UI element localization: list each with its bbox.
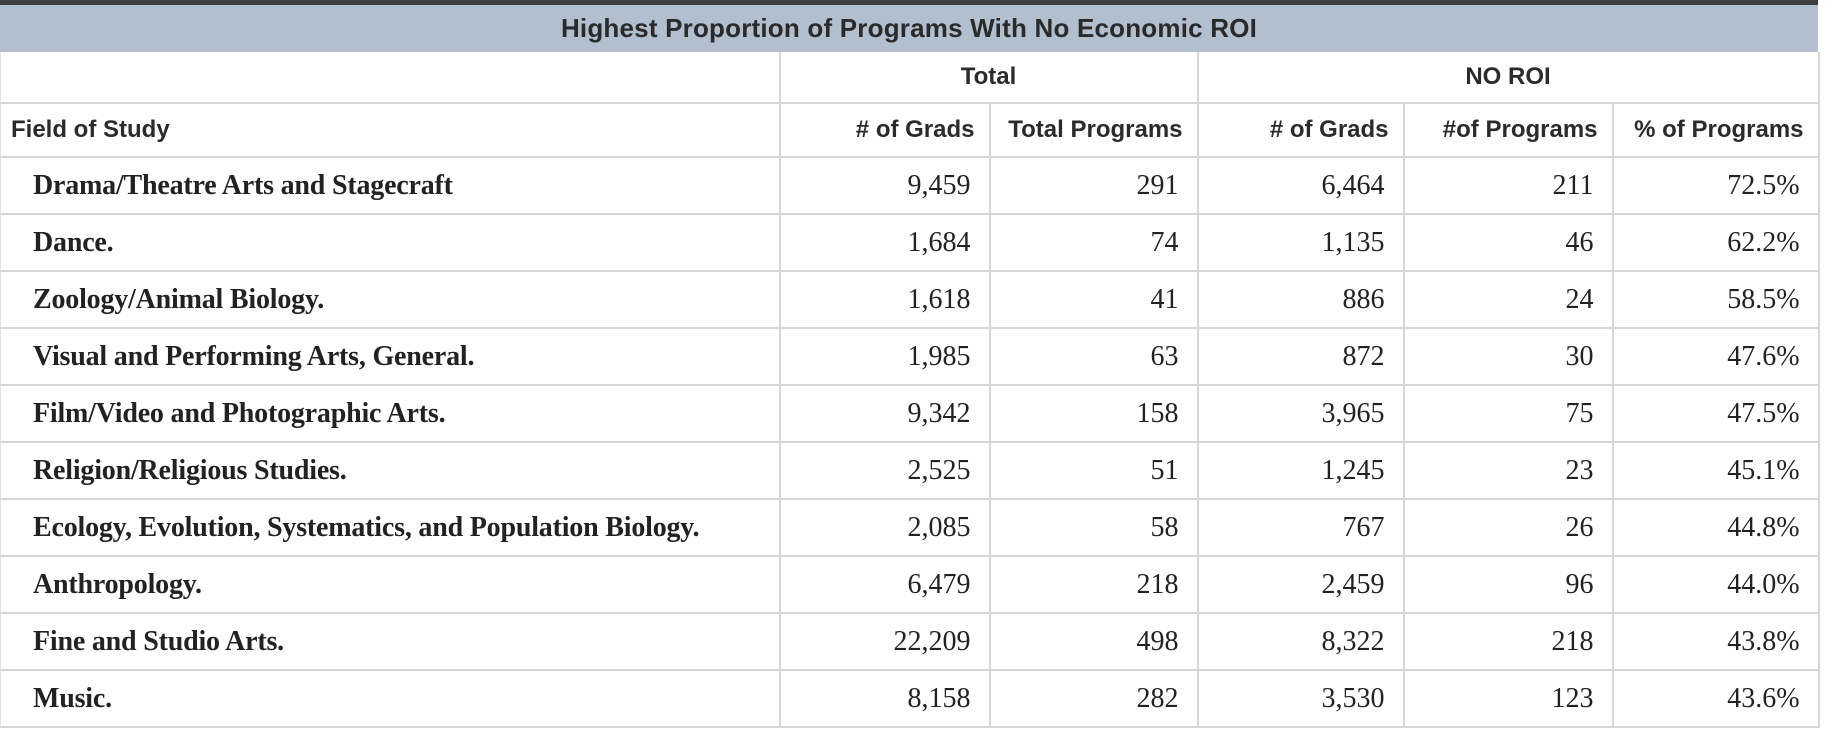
table-row: Fine and Studio Arts. 22,209 498 8,322 2… <box>0 613 1819 671</box>
table-row: Anthropology. 6,479 218 2,459 96 44.0% <box>0 556 1819 614</box>
noroi-grads-cell: 3,530 <box>1196 670 1404 728</box>
total-grads-cell: 8,158 <box>778 670 990 728</box>
noroi-pct-cell: 45.1% <box>1611 442 1819 500</box>
noroi-programs-cell: 30 <box>1402 328 1613 386</box>
noroi-programs-cell: 24 <box>1402 271 1613 329</box>
total-programs-cell: 291 <box>988 157 1198 215</box>
noroi-programs-cell: 46 <box>1402 214 1613 272</box>
total-programs-cell: 282 <box>988 670 1198 728</box>
total-programs-cell: 498 <box>988 613 1198 671</box>
noroi-grads-cell: 2,459 <box>1196 556 1404 614</box>
table-title-bar: Highest Proportion of Programs With No E… <box>0 5 1818 52</box>
noroi-programs-cell: 218 <box>1402 613 1613 671</box>
group-header-empty <box>0 52 780 104</box>
noroi-grads-cell: 6,464 <box>1196 157 1404 215</box>
column-header-noroi-programs: #of Programs <box>1402 103 1613 158</box>
noroi-programs-cell: 26 <box>1402 499 1613 557</box>
column-header-field-of-study: Field of Study <box>0 103 780 158</box>
total-grads-cell: 9,342 <box>778 385 990 443</box>
total-programs-cell: 158 <box>988 385 1198 443</box>
noroi-pct-cell: 44.0% <box>1611 556 1819 614</box>
field-cell: Music. <box>0 670 780 728</box>
noroi-grads-cell: 767 <box>1196 499 1404 557</box>
total-grads-cell: 2,525 <box>778 442 990 500</box>
noroi-grads-cell: 1,135 <box>1196 214 1404 272</box>
data-table: Total NO ROI Field of Study # of Grads T… <box>0 52 1820 728</box>
field-cell: Zoology/Animal Biology. <box>0 271 780 329</box>
column-header-noroi-grads: # of Grads <box>1196 103 1404 158</box>
table-row: Zoology/Animal Biology. 1,618 41 886 24 … <box>0 271 1819 329</box>
total-programs-cell: 74 <box>988 214 1198 272</box>
noroi-grads-cell: 872 <box>1196 328 1404 386</box>
table-row: Visual and Performing Arts, General. 1,9… <box>0 328 1819 386</box>
total-programs-cell: 218 <box>988 556 1198 614</box>
noroi-pct-cell: 44.8% <box>1611 499 1819 557</box>
noroi-pct-cell: 47.6% <box>1611 328 1819 386</box>
field-cell: Visual and Performing Arts, General. <box>0 328 780 386</box>
column-header-row: Field of Study # of Grads Total Programs… <box>0 103 1819 158</box>
table-row: Drama/Theatre Arts and Stagecraft 9,459 … <box>0 157 1819 215</box>
total-programs-cell: 63 <box>988 328 1198 386</box>
field-cell: Anthropology. <box>0 556 780 614</box>
noroi-grads-cell: 8,322 <box>1196 613 1404 671</box>
total-grads-cell: 9,459 <box>778 157 990 215</box>
field-cell: Fine and Studio Arts. <box>0 613 780 671</box>
field-cell: Dance. <box>0 214 780 272</box>
total-programs-cell: 51 <box>988 442 1198 500</box>
total-grads-cell: 22,209 <box>778 613 990 671</box>
total-grads-cell: 1,618 <box>778 271 990 329</box>
column-header-total-grads: # of Grads <box>778 103 990 158</box>
noroi-pct-cell: 43.8% <box>1611 613 1819 671</box>
noroi-programs-cell: 75 <box>1402 385 1613 443</box>
table-row: Dance. 1,684 74 1,135 46 62.2% <box>0 214 1819 272</box>
noroi-grads-cell: 886 <box>1196 271 1404 329</box>
table-row: Religion/Religious Studies. 2,525 51 1,2… <box>0 442 1819 500</box>
noroi-grads-cell: 3,965 <box>1196 385 1404 443</box>
roi-table-container: Highest Proportion of Programs With No E… <box>0 0 1820 728</box>
noroi-pct-cell: 47.5% <box>1611 385 1819 443</box>
total-grads-cell: 1,985 <box>778 328 990 386</box>
column-header-noroi-pct: % of Programs <box>1611 103 1819 158</box>
field-cell: Ecology, Evolution, Systematics, and Pop… <box>0 499 780 557</box>
field-cell: Drama/Theatre Arts and Stagecraft <box>0 157 780 215</box>
total-programs-cell: 41 <box>988 271 1198 329</box>
table-body: Drama/Theatre Arts and Stagecraft 9,459 … <box>0 157 1819 728</box>
table-row: Film/Video and Photographic Arts. 9,342 … <box>0 385 1819 443</box>
noroi-grads-cell: 1,245 <box>1196 442 1404 500</box>
noroi-programs-cell: 23 <box>1402 442 1613 500</box>
noroi-programs-cell: 96 <box>1402 556 1613 614</box>
group-header-total: Total <box>778 52 1198 104</box>
column-header-total-programs: Total Programs <box>988 103 1198 158</box>
table-row: Ecology, Evolution, Systematics, and Pop… <box>0 499 1819 557</box>
total-grads-cell: 1,684 <box>778 214 990 272</box>
noroi-pct-cell: 58.5% <box>1611 271 1819 329</box>
noroi-pct-cell: 72.5% <box>1611 157 1819 215</box>
noroi-pct-cell: 43.6% <box>1611 670 1819 728</box>
noroi-programs-cell: 211 <box>1402 157 1613 215</box>
field-cell: Religion/Religious Studies. <box>0 442 780 500</box>
table-row: Music. 8,158 282 3,530 123 43.6% <box>0 670 1819 728</box>
group-header-no-roi: NO ROI <box>1196 52 1819 104</box>
total-grads-cell: 2,085 <box>778 499 990 557</box>
total-programs-cell: 58 <box>988 499 1198 557</box>
table-top-border <box>0 0 1818 5</box>
total-grads-cell: 6,479 <box>778 556 990 614</box>
table-title: Highest Proportion of Programs With No E… <box>560 13 1258 43</box>
field-cell: Film/Video and Photographic Arts. <box>0 385 780 443</box>
noroi-programs-cell: 123 <box>1402 670 1613 728</box>
noroi-pct-cell: 62.2% <box>1611 214 1819 272</box>
group-header-row: Total NO ROI <box>0 52 1819 104</box>
